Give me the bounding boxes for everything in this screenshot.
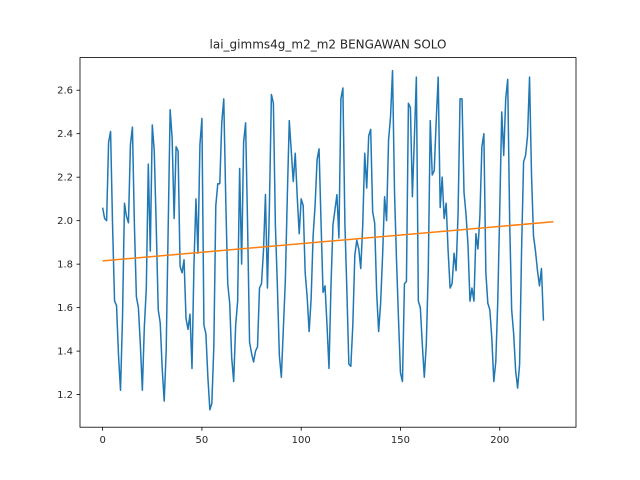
x-tick-label: 0 (99, 435, 105, 446)
x-axis: 0 50 100 150 200 (99, 427, 509, 446)
y-tick-label: 2.6 (57, 86, 73, 97)
plot-area (101, 69, 554, 411)
x-tick-label: 150 (391, 435, 410, 446)
y-tick-label: 1.6 (57, 303, 73, 314)
y-axis: 1.2 1.4 1.6 1.8 2.0 2.2 2.4 2.6 (57, 86, 80, 401)
y-tick-label: 1.8 (57, 260, 73, 271)
chart-title: lai_gimms4g_m2_m2 BENGAWAN SOLO (210, 38, 447, 52)
x-tick-label: 200 (490, 435, 509, 446)
x-tick-label: 50 (196, 435, 209, 446)
axes-frame (79, 57, 577, 428)
y-tick-label: 2.2 (57, 173, 73, 184)
x-tick-label: 100 (292, 435, 311, 446)
y-tick-label: 1.4 (57, 347, 73, 358)
series-line-0 (101, 69, 545, 411)
series-line-1 (102, 221, 554, 262)
y-tick-label: 2.4 (57, 129, 73, 140)
y-tick-label: 1.2 (57, 390, 73, 401)
y-tick-label: 2.0 (57, 216, 73, 227)
